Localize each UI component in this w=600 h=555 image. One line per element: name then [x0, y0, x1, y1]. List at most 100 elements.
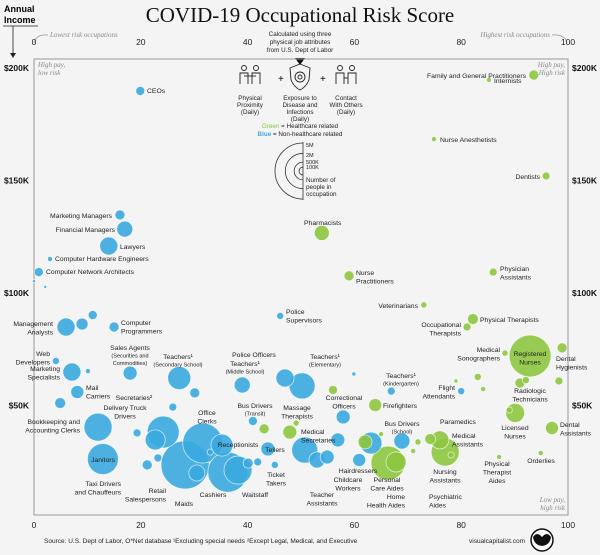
highest-risk-note: Highest risk occupations — [479, 31, 568, 44]
bubble-unlabeled — [505, 406, 513, 414]
svg-text:High risk: High risk — [538, 69, 566, 77]
bubble-unlabeled — [414, 438, 422, 446]
bubble-label-line: Therapists — [281, 414, 313, 421]
bubble-label-line: Teachers¹ — [163, 354, 194, 361]
bubble-label-line: Pharmacists — [304, 220, 342, 227]
bubble-label-line: Developers — [16, 360, 51, 367]
bubble-label: Bookkeeping and Accounting Clerks — [25, 419, 80, 435]
bubble-unlabeled — [43, 284, 48, 289]
bubble-label-line: Assistants — [452, 442, 484, 449]
bubble-label-line: (Kindergarten) — [383, 382, 419, 388]
bubble-bookkeeping-and-accounting-clerks — [83, 412, 113, 442]
bubble-orderlies — [537, 450, 544, 456]
bubble-unlabeled — [480, 386, 486, 392]
size-legend-ring — [293, 161, 304, 181]
size-legend-label: 100K — [306, 165, 319, 171]
bubble-label-line: Aides — [488, 478, 506, 485]
bubble-unlabeled — [75, 317, 89, 331]
bubble-label: Internists — [494, 78, 522, 85]
bubble-label-line: Tellers — [265, 447, 285, 454]
x-tick-label: 0 — [32, 520, 37, 530]
bubble-correctional-officers — [335, 409, 351, 425]
bubble-label-line: Nurses — [519, 360, 541, 367]
bubble-unlabeled — [351, 371, 357, 377]
bubble-label-line: Cashiers — [200, 492, 227, 499]
svg-text:Infections: Infections — [287, 109, 314, 116]
svg-text:Low pay,: Low pay, — [539, 496, 566, 504]
svg-text:from U.S. Dept of Labor: from U.S. Dept of Labor — [267, 47, 334, 54]
bubble-pharmacists — [313, 225, 330, 241]
plus-sign: + — [278, 74, 284, 85]
bubble-computer-hardware-engineers — [47, 256, 53, 262]
bubble-label-line: Maids — [175, 501, 194, 508]
bubble-label: Police Supervisors — [286, 309, 322, 325]
bubble-label-line: Takers — [266, 481, 287, 488]
bubble-label-line: Retail — [149, 488, 167, 495]
bubble-janitors — [86, 443, 119, 475]
bubble-label: Medical Assistants — [452, 433, 484, 449]
green-legend-word: Green — [262, 123, 280, 130]
bubble-label: Registered Nurses — [514, 351, 547, 367]
bubble-label-line: Nurses — [504, 434, 526, 441]
bubble-family-and-general-practitioners — [528, 69, 540, 81]
x-tick-label: 40 — [243, 520, 253, 530]
bubble-dental-assistants — [545, 421, 559, 435]
svg-text:(Daily): (Daily) — [241, 109, 259, 116]
bubble-label-line: Commodities) — [113, 361, 148, 367]
bubble-unlabeled — [554, 376, 564, 386]
bubble-label-line: Internists — [494, 78, 522, 85]
bubble-label-line: Workers — [335, 486, 361, 493]
bubble-label-line: Bus Drivers — [237, 403, 273, 410]
svg-text:Proximity: Proximity — [237, 102, 264, 109]
bubble-label-line: Medical — [477, 347, 501, 354]
bubble-unlabeled — [242, 457, 254, 469]
bubble-label-line: Bookkeeping and — [27, 419, 80, 426]
bubble-teachers-secondary-school- — [167, 366, 192, 390]
bubble-unlabeled — [473, 372, 482, 381]
svg-text:High pay,: High pay, — [537, 61, 565, 69]
svg-text:physical job attributes: physical job attributes — [270, 39, 331, 46]
virus-shield-icon — [289, 63, 311, 91]
x-tick-label: 40 — [243, 37, 253, 47]
bubble-label-line: Clerks — [197, 419, 217, 426]
bubble-psychiatric-aides — [410, 448, 417, 454]
bubble-label-line: Secretaries — [301, 438, 336, 445]
bubble-label-line: Childcare — [334, 477, 363, 484]
y-tick-label-left: $50K — [9, 401, 30, 411]
bubble-web-developers — [51, 357, 60, 365]
bubble-label-line: Personal — [374, 477, 401, 484]
bubble-label: Cashiers — [200, 492, 227, 499]
bubble-label: Veterinarians — [378, 303, 418, 310]
bubble-label-line: Ticket — [267, 472, 285, 479]
x-tick-label: 80 — [456, 37, 466, 47]
svg-text:low risk: low risk — [38, 69, 61, 77]
bubble-label: Ticket Takers — [266, 472, 287, 488]
x-tick-label: 100 — [561, 520, 575, 530]
source-note: Source: U.S. Dept of Labor, O*Net databa… — [44, 538, 172, 545]
bubble-unlabeled — [453, 378, 459, 384]
bubble-label-line: Teachers¹ — [230, 361, 261, 368]
bubble-marketing-specialists — [62, 362, 82, 382]
bubble-medical-secretaries — [282, 424, 298, 440]
svg-text:High pay,: High pay, — [37, 61, 65, 69]
size-legend-ring — [274, 142, 304, 200]
bubble-label-line: Salespersons — [125, 497, 167, 504]
bubble-label: Retail Salespersons — [125, 488, 167, 504]
bubble-label-line: Assistants — [430, 478, 462, 485]
bubble-unlabeled — [368, 398, 383, 412]
bubble-unlabeled — [253, 457, 263, 467]
bubble-label-line: Computer Network Architects — [46, 269, 135, 276]
bubble-flight-attendants — [457, 387, 466, 396]
svg-text:Physical: Physical — [238, 95, 261, 102]
bubble-label: Computer Hardware Engineers — [55, 256, 149, 263]
bubble-label-line: Nurse Anesthetists — [440, 137, 497, 144]
bubble-label-line: Mail — [86, 385, 99, 392]
size-legend-caption: Number of — [306, 177, 336, 184]
bubble-label: Receptionists — [218, 442, 259, 449]
bubble-label-line: Accounting Clerks — [25, 428, 80, 435]
bubble-unlabeled — [330, 432, 346, 448]
bubble-label-line: Correctional — [326, 395, 363, 402]
